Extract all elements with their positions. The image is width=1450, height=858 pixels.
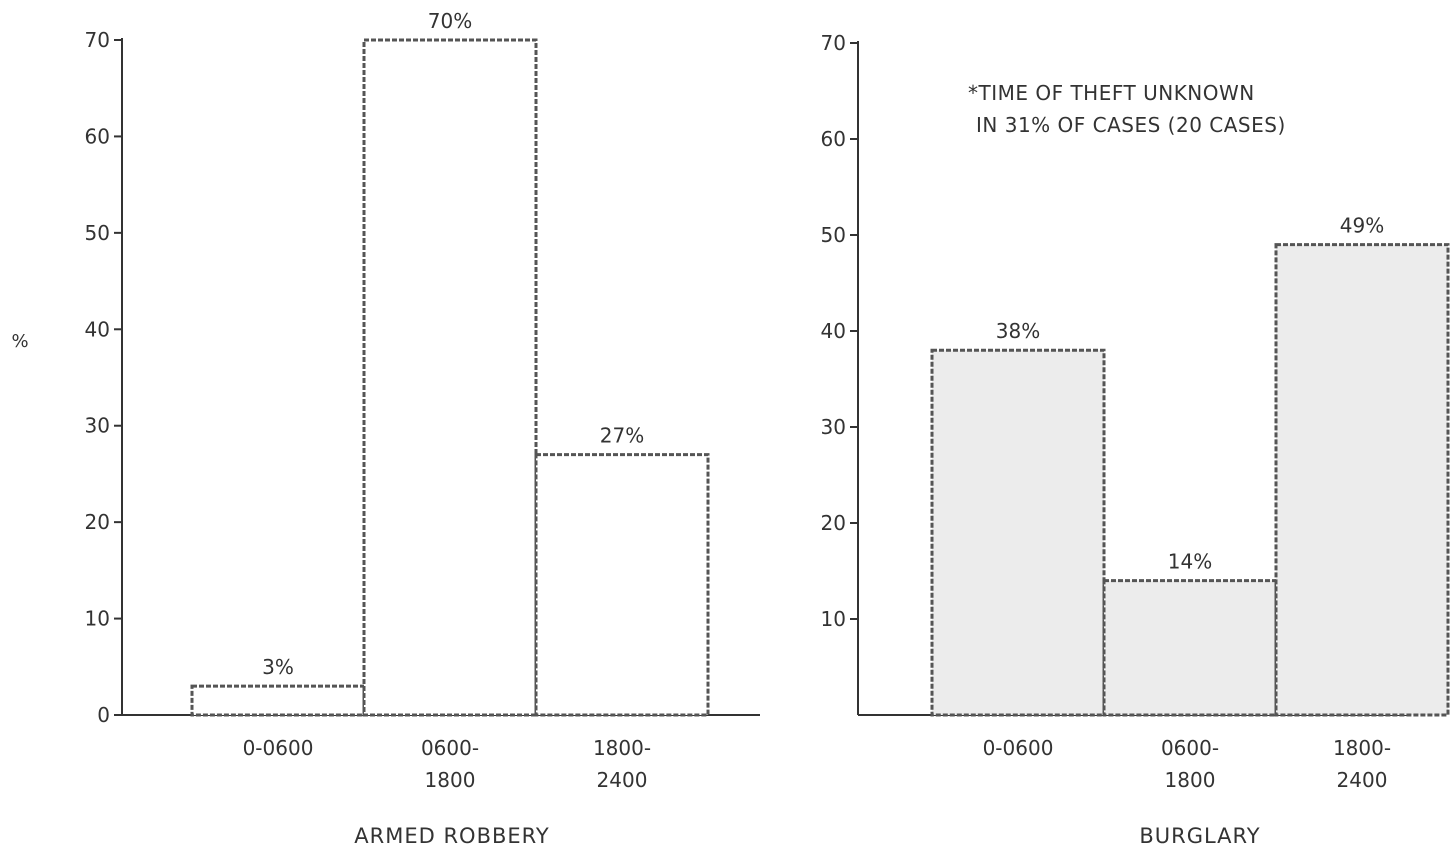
p2-category-label: 0600- bbox=[1161, 736, 1219, 760]
p1-category-label: 2400 bbox=[597, 768, 648, 792]
p1-bar bbox=[190, 684, 366, 717]
p2-y-tick-label: 70 bbox=[821, 31, 846, 55]
p2-category-label: 1800 bbox=[1165, 768, 1216, 792]
p1-category-label: 1800- bbox=[593, 736, 651, 760]
p2-y-tick-label: 30 bbox=[821, 415, 846, 439]
p1-category-label: 0600- bbox=[421, 736, 479, 760]
p2-category-label: 1800- bbox=[1333, 736, 1391, 760]
p1-y-tick-label: 10 bbox=[85, 607, 110, 631]
p2-y-tick-label: 60 bbox=[821, 127, 846, 151]
p1-y-tick-label: 40 bbox=[85, 317, 110, 341]
p2-bar-value-label: 49% bbox=[1340, 214, 1384, 238]
p1-y-tick-label: 60 bbox=[85, 124, 110, 148]
p2-annotation-note: *TIME OF THEFT UNKNOWN bbox=[968, 81, 1255, 105]
p1-y-tick-label: 70 bbox=[85, 28, 110, 52]
p1-bar-value-label: 3% bbox=[262, 655, 294, 679]
p2-y-tick-label: 10 bbox=[821, 607, 846, 631]
p2-annotation-note: IN 31% OF CASES (20 CASES) bbox=[976, 113, 1286, 137]
p1-bar bbox=[362, 38, 538, 717]
p2-y-tick-label: 40 bbox=[821, 319, 846, 343]
p1-y-tick-label: 50 bbox=[85, 221, 110, 245]
p1-y-tick-label: 0 bbox=[97, 703, 110, 727]
p2-bar-value-label: 38% bbox=[996, 319, 1040, 343]
p1-bar-value-label: 70% bbox=[428, 9, 472, 33]
p2-bar bbox=[1102, 579, 1278, 717]
p1-y-tick-label: 30 bbox=[85, 414, 110, 438]
p2-y-tick-label: 50 bbox=[821, 223, 846, 247]
p1-bar-value-label: 27% bbox=[600, 424, 644, 448]
p2-bar bbox=[1274, 243, 1450, 717]
p2-chart-title: BURGLARY bbox=[1139, 824, 1260, 848]
p1-category-label: 1800 bbox=[425, 768, 476, 792]
p1-y-tick-label: 20 bbox=[85, 510, 110, 534]
p1-chart-title: ARMED ROBBERY bbox=[354, 824, 549, 848]
p2-bar-value-label: 14% bbox=[1168, 550, 1212, 574]
p1-y-axis-label: % bbox=[11, 331, 28, 352]
p2-category-label: 0-0600 bbox=[983, 736, 1054, 760]
p1-bar bbox=[534, 453, 710, 717]
p1-category-label: 0-0600 bbox=[243, 736, 314, 760]
p2-category-label: 2400 bbox=[1337, 768, 1388, 792]
p2-y-tick-label: 20 bbox=[821, 511, 846, 535]
p2-bar bbox=[930, 348, 1106, 717]
